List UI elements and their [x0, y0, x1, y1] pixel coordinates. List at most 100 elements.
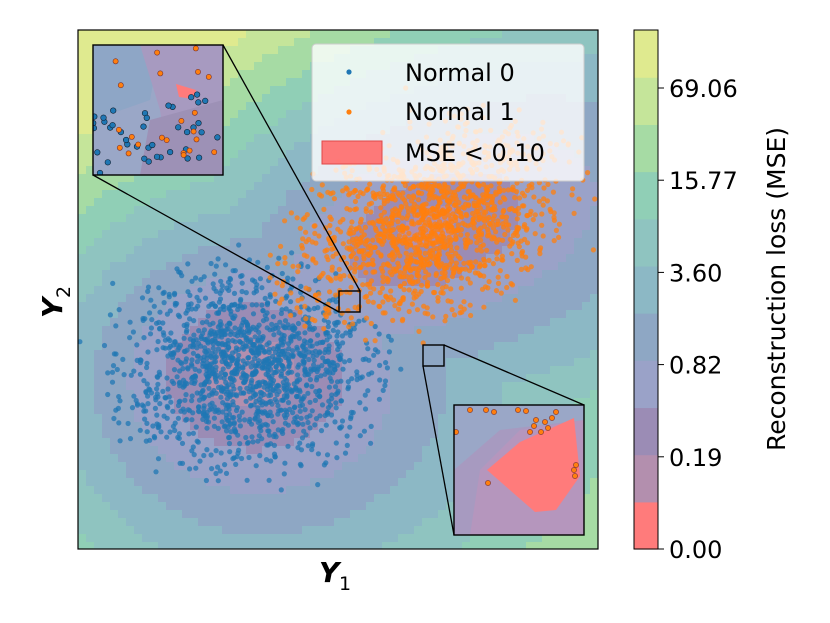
- contour-cell: [422, 462, 431, 471]
- contour-cell: [302, 342, 311, 351]
- contour-cell: [462, 270, 471, 279]
- contour-cell: [294, 254, 303, 263]
- contour-cell: [302, 494, 311, 503]
- contour-cell: [78, 134, 87, 143]
- contour-cell: [294, 110, 303, 119]
- contour-cell: [86, 406, 95, 415]
- contour-cell: [86, 294, 95, 303]
- contour-cell: [550, 206, 559, 215]
- contour-cell: [470, 310, 479, 319]
- contour-cell: [566, 270, 575, 279]
- point-normal-0: [120, 356, 126, 362]
- contour-cell: [246, 310, 255, 319]
- contour-cell: [510, 214, 519, 223]
- contour-cell: [430, 342, 439, 351]
- contour-cell: [158, 38, 167, 47]
- point-normal-0: [116, 307, 122, 313]
- contour-cell: [94, 254, 103, 263]
- contour-cell: [374, 398, 383, 407]
- point-normal-0: [212, 359, 219, 365]
- contour-cell: [326, 542, 335, 549]
- contour-cell: [214, 246, 223, 255]
- contour-cell: [366, 518, 375, 527]
- contour-cell: [542, 38, 551, 47]
- contour-cell: [278, 150, 287, 159]
- contour-cell: [582, 518, 591, 527]
- contour-cell: [342, 238, 351, 247]
- contour-cell: [102, 526, 111, 535]
- contour-cell: [374, 326, 383, 335]
- contour-cell: [518, 310, 527, 319]
- contour-cell: [254, 142, 263, 151]
- contour-cell: [414, 534, 423, 543]
- contour-cell: [222, 30, 231, 39]
- point-normal-0: [333, 405, 339, 411]
- contour-cell: [134, 270, 143, 279]
- contour-cell: [246, 350, 255, 359]
- contour-cell: [86, 198, 95, 207]
- contour-cell: [438, 398, 447, 407]
- contour-cell: [262, 510, 271, 519]
- contour-cell: [190, 38, 199, 47]
- contour-cell: [526, 198, 535, 207]
- contour-cell: [326, 510, 335, 519]
- contour-cell: [254, 478, 263, 487]
- point-normal-0: [290, 348, 296, 354]
- contour-cell: [526, 286, 535, 295]
- contour-cell: [150, 214, 159, 223]
- contour-cell: [238, 78, 247, 87]
- contour-cell: [246, 70, 255, 79]
- contour-cell: [118, 310, 127, 319]
- contour-cell: [318, 422, 327, 431]
- contour-cell: [166, 222, 175, 231]
- contour-cell: [142, 534, 151, 543]
- contour-cell: [310, 454, 319, 463]
- contour-cell: [142, 518, 151, 527]
- contour-cell: [502, 302, 511, 311]
- contour-cell: [358, 38, 367, 47]
- contour-cell: [286, 118, 295, 127]
- contour-cell: [478, 390, 487, 399]
- contour-cell: [190, 326, 199, 335]
- contour-cell: [246, 206, 255, 215]
- contour-cell: [134, 518, 143, 527]
- contour-cell: [86, 318, 95, 327]
- contour-cell: [78, 534, 87, 543]
- point-normal-0: [215, 478, 221, 484]
- contour-cell: [398, 334, 407, 343]
- contour-cell: [518, 206, 527, 215]
- contour-cell: [150, 294, 159, 303]
- contour-cell: [494, 542, 503, 549]
- point-normal-0: [237, 385, 243, 392]
- point-normal-0: [347, 424, 353, 430]
- point-normal-0: [192, 366, 198, 372]
- contour-cell: [86, 78, 95, 87]
- contour-cell: [574, 198, 583, 207]
- contour-cell: [542, 278, 551, 287]
- contour-cell: [342, 198, 351, 207]
- contour-cell: [550, 542, 559, 549]
- contour-cell: [414, 294, 423, 303]
- contour-cell: [582, 446, 591, 455]
- contour-cell: [422, 502, 431, 511]
- contour-cell: [158, 190, 167, 199]
- contour-cell: [142, 198, 151, 207]
- contour-cell: [166, 374, 175, 383]
- contour-cell: [190, 454, 199, 463]
- contour-cell: [382, 478, 391, 487]
- point-normal-0: [325, 324, 331, 330]
- contour-cell: [262, 214, 271, 223]
- contour-cell: [446, 526, 455, 535]
- contour-cell: [318, 278, 327, 287]
- contour-cell: [566, 262, 575, 271]
- contour-cell: [150, 270, 159, 279]
- contour-cell: [382, 302, 391, 311]
- contour-cell: [334, 246, 343, 255]
- contour-cell: [310, 502, 319, 511]
- contour-cell: [582, 470, 591, 479]
- contour-cell: [94, 286, 103, 295]
- contour-cell: [534, 342, 543, 351]
- contour-cell: [366, 542, 375, 549]
- contour-cell: [150, 206, 159, 215]
- contour-cell: [350, 478, 359, 487]
